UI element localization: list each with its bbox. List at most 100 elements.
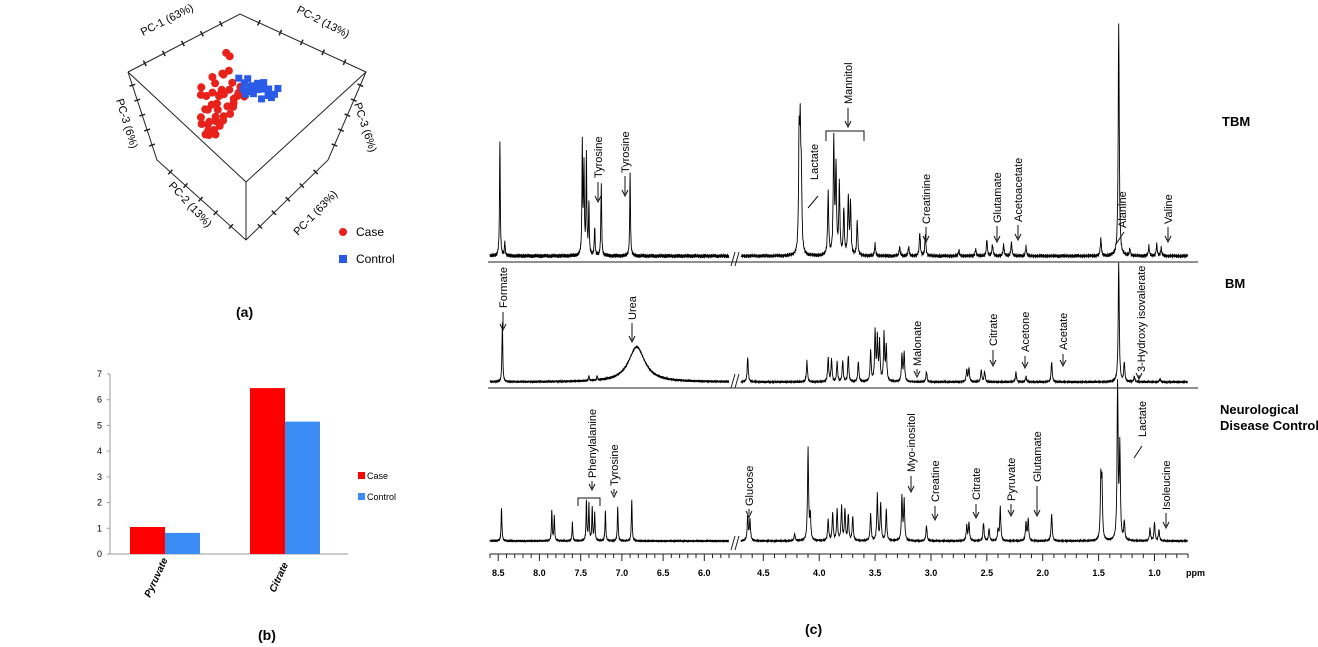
category-label-citrate: Citrate [268,561,292,595]
cube-tick-27 [285,196,291,202]
annotation-acetate: Acetate [1058,313,1070,368]
y-tick-label-6: 6 [97,395,102,405]
cube-tick-22 [198,196,204,202]
scatter-point-case-22 [213,105,222,114]
cube-tick-5 [256,19,261,26]
annotation-myo-inositol: Myo-inositol [906,413,918,494]
annotation-arrow [807,195,819,209]
y-tick-label-7: 7 [97,369,102,379]
panel-label-b: (b) [258,627,276,643]
annotation-text: Lactate [809,144,821,180]
spectrum-tbm-segment [489,136,730,259]
annotation-text: Glutamate [1032,431,1044,482]
annotation-alanine: Alanine [1115,191,1129,245]
break-mark-3a [730,535,736,551]
break-mark-2b [734,373,740,389]
annotation-phenylalanine: Phenylalanine [577,409,601,506]
scatter-point-control-19 [274,85,282,92]
ppm-tick-label-8.5: 8.5 [492,568,505,578]
y-ticks: 0 1 2 3 4 5 6 7 [97,369,110,559]
annotation-arrowhead [844,120,852,129]
annotation-arrowhead [745,510,753,519]
cube-tick-21 [182,182,189,189]
scatter-point-control-0 [235,74,243,82]
scatter-point-case-8 [228,78,237,87]
cube-tick-marks [129,19,364,230]
annotation-text: Phenylalanine [587,409,599,478]
annotation-text: Formate [498,267,510,308]
cube-tick-2 [180,40,185,47]
annotation-text: Tyrosine [609,444,621,486]
bar-pyruvate-case [130,527,165,554]
scatter-point-case-26 [205,117,214,126]
annotation-arrowhead [499,323,507,332]
cube-tick-13 [144,128,151,132]
annotation-arrowhead [1162,521,1170,530]
annotation-tyrosine-2: Tyrosine [620,131,632,198]
annotation-creatinine: Creatinine [921,174,933,244]
y-tick-label-2: 2 [97,498,102,508]
ppm-tick-label-1.5: 1.5 [1092,568,1105,578]
annotation-text: Alanine [1117,191,1129,228]
ppm-tick-label-6.0: 6.0 [698,568,711,578]
y-tick-label-3: 3 [97,472,102,482]
annotation-text: Tyrosine [620,131,632,173]
annotation-text: Pyruvate [1006,458,1018,501]
cube-tick-4 [218,20,223,27]
annotation-text: Creatine [930,460,942,502]
annotation-text: 3-Hydroxy isovalerate [1136,266,1148,372]
ppm-unit-label: ppm [1186,568,1205,578]
scatter-point-case-1 [225,52,234,61]
scatter-point-control-15 [239,85,247,93]
panel-label-c: (c) [805,621,822,637]
ppm-tick-label-4.5: 4.5 [757,568,770,578]
cube-tick-12 [139,113,146,117]
scatter-point-control-6 [259,85,267,93]
cube-tick-18 [337,128,344,132]
scatter-point-case-7 [225,85,234,94]
annotation-text: Lactate [1137,401,1149,437]
annotation-valine: Valine [1163,194,1175,244]
annotation-lactate-ndc: Lactate [1133,401,1149,459]
annotation-text: Creatinine [921,174,933,224]
sample-label-bm: BM [1225,276,1245,291]
bars [130,388,320,554]
ppm-tick-label-6.5: 6.5 [657,568,670,578]
annotation-text: Citrate [988,314,1000,346]
annotation-text: Tyrosine [593,136,605,178]
axis-label-pc3-left: PC-3 (6%) [113,97,139,150]
annotation-bracket [577,497,601,506]
annotation-arrowhead [594,195,602,204]
scatter-point-case-28 [197,120,206,128]
legend-control-marker [339,255,347,263]
annotation-text: Malonate [912,321,924,366]
annotation-arrow [1115,231,1125,245]
bar-citrate-control [285,421,320,554]
scatter-point-control-18 [241,90,249,98]
annotation-arrowhead [907,485,915,494]
annotation-arrowhead [621,189,629,198]
annotation-creatine: Creatine [930,460,942,522]
cube-tick-10 [129,83,136,87]
annotation-text: Citrate [971,468,983,500]
annotation-pyruvate: Pyruvate [1006,458,1018,518]
cube-tick-16 [350,98,357,102]
cube-tick-14 [148,143,156,147]
cube-tick-26 [299,182,305,189]
spectrum-separators [488,261,1198,389]
legend-control-label: Control [356,252,395,266]
spectra-traces [489,23,1189,544]
bar-chart: 0 1 2 3 4 5 6 7 Pyruvate Citrate Case Control (… [97,369,396,643]
annotation-arrowhead [913,370,921,379]
annotations-ndc: Phenylalanine Tyrosine Glucose Myo-inosi… [577,401,1173,530]
bar-pyruvate-control [165,532,200,554]
annotation-text: Glutamate [992,172,1004,223]
cube-tick-3 [199,30,204,37]
scatter-point-control-1 [240,79,248,87]
scatter-point-control-10 [258,95,265,103]
category-label-pyruvate: Pyruvate [143,556,171,599]
cube-edge-2 [245,71,367,183]
annotation-lactate-tbm: Lactate [807,144,821,209]
annotation-malonate: Malonate [912,321,924,379]
